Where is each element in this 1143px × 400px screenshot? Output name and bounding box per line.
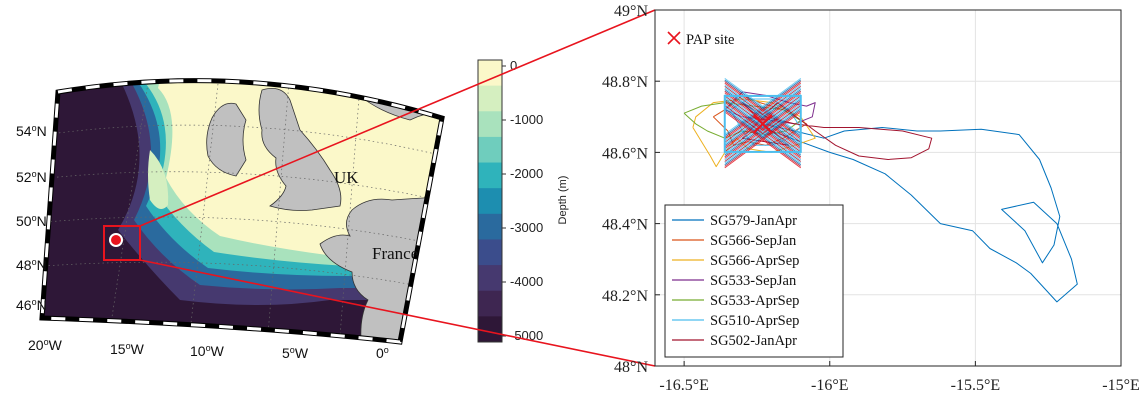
colorbar-blocks	[478, 60, 502, 343]
map-bank	[148, 150, 169, 209]
legend-label: SG533-SepJan	[710, 273, 797, 289]
pap-site-cross-mark	[752, 114, 773, 134]
site-dive-pattern	[724, 97, 802, 154]
x-tick-label: -16.5°E	[659, 377, 709, 394]
y-tick-labels: 48°N 48.2°N 48.4°N 48.6°N 48.8°N 49°N	[602, 3, 660, 376]
x-tick-label: -15.5°E	[951, 377, 1001, 394]
lat-label-54: 54oN	[16, 123, 47, 139]
site-dive-pattern	[724, 81, 802, 138]
site-dive-box	[723, 94, 802, 153]
site-dive-pattern	[724, 93, 802, 151]
colorbar-label: Depth (m)	[557, 176, 569, 225]
colorbar-tick-label: -5000	[510, 328, 543, 343]
track-sg533-sepjan	[724, 91, 816, 125]
y-tick-label: 49°N	[614, 3, 648, 20]
colorbar-block	[478, 188, 502, 215]
site-dive-pattern	[724, 79, 802, 137]
colorbar-block	[478, 213, 502, 240]
colorbar-block	[478, 316, 502, 343]
y-tick-label: 48.6°N	[602, 145, 648, 162]
glider-tracks	[683, 77, 1078, 303]
glider-track-chart: -16.5°E -16°E -15.5°E -15°E 48°N 48.2°N 48.4°…	[602, 3, 1140, 394]
site-dive-pattern	[724, 108, 802, 166]
y-tick-label: 48°N	[614, 359, 648, 376]
colorbar-ticks: 0 -1000 -2000 -3000 -4000 -5000	[502, 58, 543, 343]
colorbar-block	[478, 239, 502, 266]
site-legend-label: PAP site	[686, 32, 735, 48]
lon-label-10: 10oW	[190, 343, 225, 359]
site-dive-pattern	[724, 103, 802, 161]
colorbar-block	[478, 85, 502, 112]
legend-label: SG533-AprSep	[710, 293, 799, 309]
legend-label: SG566-SepJan	[710, 233, 797, 249]
site-dive-pattern	[724, 82, 802, 140]
site-legend: PAP site	[667, 31, 735, 48]
legend-label: SG579-JanApr	[710, 213, 797, 229]
zoom-line-top	[139, 9, 656, 227]
pap-site-cross	[752, 114, 773, 134]
site-dive-pattern	[724, 101, 802, 159]
site-dive-pattern	[724, 90, 802, 148]
lat-label-50: 50oN	[16, 213, 47, 229]
lon-label-5: 5oW	[282, 345, 309, 361]
site-dive-pattern	[724, 109, 802, 167]
lon-label-20: 20oW	[28, 337, 63, 353]
land-ireland	[206, 102, 247, 177]
x-tick-label: -15°E	[1102, 377, 1140, 394]
site-dive-pattern	[724, 77, 802, 135]
legend-label: SG510-AprSep	[710, 313, 799, 329]
pap-site-marker	[109, 233, 123, 247]
country-label-france: France	[372, 244, 418, 263]
colorbar-block	[478, 265, 502, 292]
y-tick-label: 48.4°N	[602, 217, 648, 234]
site-dive-pattern	[724, 92, 802, 150]
map-graticule	[43, 80, 442, 337]
y-tick-label: 48.8°N	[602, 74, 648, 91]
colorbar-frame	[477, 59, 503, 343]
site-dive-pattern	[724, 98, 802, 156]
lat-label-52: 52oN	[16, 169, 47, 185]
lon-label-0: 0o	[376, 345, 389, 361]
colorbar-tick-label: 0	[510, 58, 517, 73]
colorbar-block	[478, 136, 502, 164]
lat-label-48: 48oN	[16, 257, 47, 273]
site-dive-pattern	[724, 111, 802, 169]
site-legend-cross-icon	[667, 31, 681, 45]
track-sg579-janapr	[762, 123, 1078, 303]
colorbar-tick-label: -2000	[510, 166, 543, 181]
colorbar-tick-label: -4000	[510, 274, 543, 289]
series-legend: SG579-JanApr SG566-SepJan SG566-AprSep SG53…	[664, 204, 844, 358]
cross-icon	[667, 31, 681, 45]
zoom-line-bottom	[139, 259, 656, 367]
site-dive-pattern	[724, 100, 802, 158]
lon-label-15: 15oW	[110, 341, 145, 357]
colorbar-block	[478, 290, 502, 317]
colorbar-block	[478, 162, 502, 189]
colorbar-block	[478, 111, 502, 138]
lat-label-46: 46oN	[16, 297, 47, 313]
overview-map: 54oN 52oN 50oN 48oN 46oN 20oW 15oW 10oW …	[16, 78, 445, 361]
x-tick-labels: -16.5°E -16°E -15.5°E -15°E	[659, 361, 1140, 394]
legend-label: SG566-AprSep	[710, 253, 799, 269]
plot-frame	[654, 9, 1122, 367]
legend-label: SG502-JanApr	[710, 333, 797, 349]
country-label-uk: UK	[334, 168, 359, 187]
map-frame-ticks	[40, 79, 444, 344]
site-dive-pattern	[724, 106, 802, 164]
study-area-box	[103, 225, 141, 261]
site-dive-pattern	[724, 84, 802, 142]
x-tick-label: -16°E	[811, 377, 849, 394]
land-uk	[258, 87, 342, 211]
depth-colorbar: 0 -1000 -2000 -3000 -4000 -5000 Depth (m)	[477, 58, 569, 343]
site-dive-pattern	[724, 89, 802, 146]
site-dive-pattern	[724, 87, 802, 145]
legend-box	[664, 204, 844, 358]
y-tick-label: 48.2°N	[602, 288, 648, 305]
colorbar-tick-label: -1000	[510, 112, 543, 127]
colorbar-tick-label: -3000	[510, 220, 543, 235]
